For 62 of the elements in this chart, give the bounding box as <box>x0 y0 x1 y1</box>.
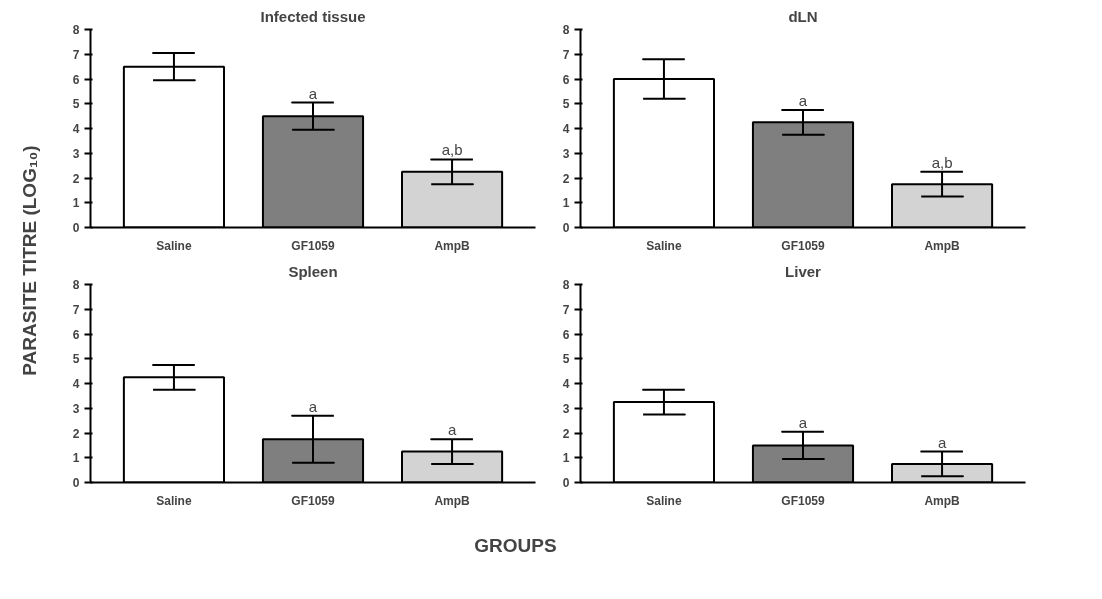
y-tick-label: 3 <box>72 401 80 416</box>
x-axis-title: GROUPS <box>474 535 557 556</box>
y-tick-label: 8 <box>562 278 570 292</box>
y-tick-label: 6 <box>562 72 570 87</box>
y-tick-label: 7 <box>562 302 570 317</box>
y-tick-label: 0 <box>562 476 570 490</box>
annotation: a <box>937 433 947 451</box>
x-tick-label: Saline <box>156 493 192 508</box>
x-tick-label: Saline <box>646 493 682 508</box>
y-tick-label: 5 <box>72 352 80 367</box>
x-tick-label: GF1059 <box>781 238 826 253</box>
y-tick-label: 4 <box>562 122 570 136</box>
annotation: a,b <box>931 153 953 171</box>
y-tick-label: 0 <box>72 221 80 235</box>
y-tick-label: 2 <box>562 171 570 186</box>
x-tick-label: AmpB <box>434 493 471 508</box>
annotation: a,b <box>441 141 463 159</box>
x-tick-label: GF1059 <box>291 493 336 508</box>
annotation: a <box>798 413 808 431</box>
x-tick-label: AmpB <box>924 493 961 508</box>
y-tick-label: 8 <box>72 278 80 292</box>
y-tick-label: 0 <box>72 476 80 490</box>
x-tick-label: AmpB <box>434 238 471 253</box>
y-tick-label: 7 <box>72 47 80 62</box>
x-tick-label: GF1059 <box>781 493 826 508</box>
y-tick-label: 1 <box>72 196 80 211</box>
y-tick-label: 6 <box>72 327 80 342</box>
y-tick-label: 5 <box>562 97 570 112</box>
x-tick-label: Saline <box>646 238 682 253</box>
y-tick-label: 6 <box>72 72 80 87</box>
chart-title: Liver <box>785 262 822 280</box>
y-tick-label: 8 <box>562 23 570 37</box>
y-tick-label: 2 <box>562 426 570 441</box>
y-tick-label: 3 <box>72 146 80 161</box>
y-tick-label: 5 <box>72 97 80 112</box>
y-tick-label: 0 <box>562 221 570 235</box>
chart-title: Spleen <box>288 262 338 280</box>
annotation: a <box>447 421 457 439</box>
y-tick-label: 8 <box>72 23 80 37</box>
annotation: a <box>308 84 318 102</box>
y-tick-label: 4 <box>72 122 80 136</box>
y-tick-label: 6 <box>562 327 570 342</box>
x-tick-label: AmpB <box>924 238 961 253</box>
y-tick-label: 1 <box>72 451 80 466</box>
annotation: a <box>308 397 318 415</box>
y-tick-label: 3 <box>562 146 570 161</box>
y-tick-label: 3 <box>562 401 570 416</box>
x-tick-label: Saline <box>156 238 192 253</box>
y-tick-label: 5 <box>562 352 570 367</box>
y-tick-label: 7 <box>562 47 570 62</box>
y-tick-label: 4 <box>562 377 570 391</box>
chart-title: dLN <box>788 7 818 25</box>
y-axis-title: PARASITE TITRE (LOG₁₀) <box>19 145 40 376</box>
annotation: a <box>798 91 808 109</box>
y-tick-label: 1 <box>562 451 570 466</box>
y-tick-label: 1 <box>562 196 570 211</box>
chart-title: Infected tissue <box>260 7 366 25</box>
y-tick-label: 2 <box>72 171 80 186</box>
y-tick-label: 7 <box>72 302 80 317</box>
y-tick-label: 2 <box>72 426 80 441</box>
y-tick-label: 4 <box>72 377 80 391</box>
x-tick-label: GF1059 <box>291 238 336 253</box>
